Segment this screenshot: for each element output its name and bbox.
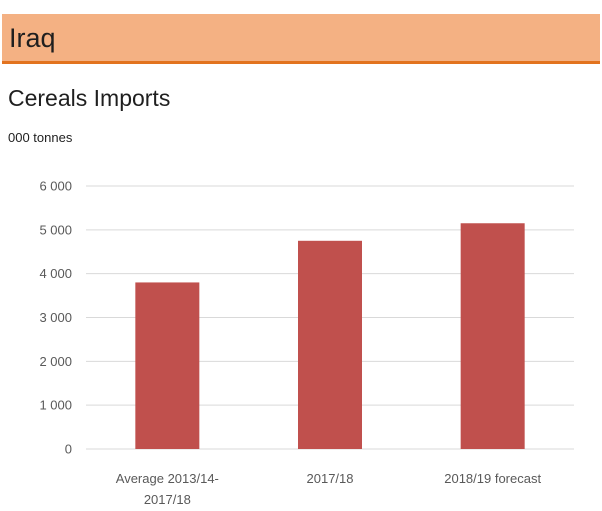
bar	[135, 282, 200, 449]
x-category-label: 2018/19 forecast	[444, 471, 541, 486]
bar-chart: 0 1 000 2 000 3 000 4 000 5 000 6 000 Average …	[39, 179, 574, 507]
chart-title: Cereals Imports	[8, 85, 171, 111]
x-category-label: Average 2013/14-2017/18	[116, 471, 219, 507]
y-axis-tick-labels: 0 1 000 2 000 3 000 4 000 5 000 6 000	[39, 179, 72, 457]
y-tick-label: 6 000	[39, 179, 72, 194]
y-tick-label: 3 000	[39, 310, 72, 325]
y-tick-label: 5 000	[39, 222, 72, 237]
y-tick-label: 0	[65, 442, 72, 457]
x-axis-category-labels: Average 2013/14-2017/18 2017/18 2018/19 fo…	[116, 471, 542, 507]
y-tick-label: 1 000	[39, 398, 72, 413]
country-banner: Iraq	[2, 14, 600, 64]
bar	[460, 223, 525, 449]
y-tick-label: 2 000	[39, 354, 72, 369]
country-name: Iraq	[9, 23, 56, 53]
x-category-label: 2017/18	[307, 471, 354, 486]
y-tick-label: 4 000	[39, 266, 72, 281]
chart-unit-label: 000 tonnes	[8, 130, 73, 145]
bar	[298, 240, 362, 449]
bars	[135, 223, 525, 449]
